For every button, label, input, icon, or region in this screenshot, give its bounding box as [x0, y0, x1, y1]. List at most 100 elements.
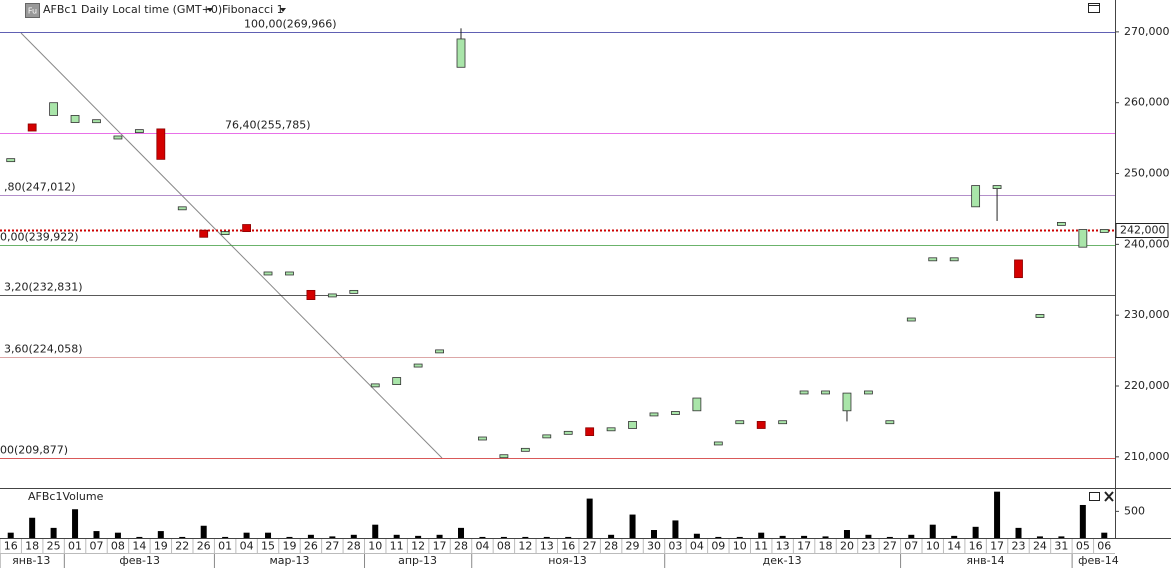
- x-tick-label: 07: [904, 540, 918, 553]
- indicator-title[interactable]: Fibonacci 1: [222, 3, 284, 16]
- fibonacci-label: 3,60(224,058): [4, 343, 83, 356]
- volume-bar: [586, 498, 593, 538]
- x-tick-label: 18: [819, 540, 833, 553]
- x-tick-label: 10: [733, 540, 747, 553]
- candle-body: [27, 123, 37, 132]
- volume-bar: [500, 536, 507, 538]
- x-tick-label: 04: [475, 540, 489, 553]
- candle-body: [864, 390, 873, 395]
- candle-body: [285, 271, 294, 276]
- x-tick-label: 12: [518, 540, 532, 553]
- x-tick-label: 11: [754, 540, 768, 553]
- candle-body: [327, 293, 337, 298]
- candle-body: [542, 434, 552, 439]
- candle-body: [49, 102, 59, 116]
- volume-bar: [822, 536, 829, 538]
- month-label: фев-13: [119, 554, 160, 567]
- fibonacci-label: 00(209,877): [0, 444, 68, 457]
- candle-body: [585, 427, 595, 436]
- candle-body: [520, 447, 530, 452]
- x-tick-label: 08: [497, 540, 511, 553]
- x-tick-label: 26: [304, 540, 318, 553]
- candle-body: [242, 224, 251, 233]
- maximize-button[interactable]: [1089, 492, 1100, 501]
- candle-body: [499, 454, 509, 459]
- x-tick-label: 18: [25, 540, 39, 553]
- month-label: ноя-13: [548, 554, 587, 567]
- x-tick-label: 27: [883, 540, 897, 553]
- month-label: янв-14: [966, 554, 1004, 567]
- x-tick-label: 20: [840, 540, 854, 553]
- volume-bar: [286, 536, 293, 538]
- fibonacci-label: 0,00(239,922): [0, 231, 79, 244]
- candle-body: [1035, 314, 1045, 318]
- x-tick-label: 16: [4, 540, 18, 553]
- volume-bar: [415, 535, 422, 538]
- maximize-button[interactable]: [1088, 3, 1100, 13]
- y-tick-label: 240,000: [1124, 237, 1170, 250]
- month-label: мар-13: [269, 554, 309, 567]
- x-tick-label: 07: [89, 540, 103, 553]
- volume-bar: [200, 525, 207, 538]
- x-tick-label: 10: [368, 540, 382, 553]
- candle-body: [692, 397, 702, 412]
- volume-bar: [1079, 504, 1086, 538]
- x-tick-label: 06: [1097, 540, 1111, 553]
- candle-body: [177, 206, 187, 211]
- volume-bar: [608, 534, 615, 538]
- candle-body: [949, 257, 959, 262]
- month-label: янв-13: [12, 554, 50, 567]
- volume-bar: [758, 532, 765, 538]
- candle-body: [220, 231, 230, 236]
- last-price-label: 242,000: [1120, 224, 1166, 237]
- x-tick-label: 28: [604, 540, 618, 553]
- month-label: апр-13: [398, 554, 437, 567]
- volume-bar: [650, 530, 657, 538]
- candle-body: [478, 436, 487, 441]
- candle-body: [113, 135, 123, 140]
- volume-bar: [629, 514, 636, 538]
- volume-bar: [157, 531, 164, 538]
- candle-body: [735, 420, 745, 425]
- candle-body: [563, 430, 573, 435]
- x-tick-label: 23: [1012, 540, 1026, 553]
- candle-body: [1056, 221, 1066, 226]
- volume-bar: [972, 526, 979, 538]
- x-tick-label: 16: [561, 540, 575, 553]
- candle-body: [6, 158, 16, 163]
- candle-body: [799, 390, 809, 395]
- volume-bar: [136, 536, 143, 538]
- candle-body: [370, 383, 380, 388]
- volume-bar: [393, 534, 400, 538]
- candle-body: [456, 38, 466, 68]
- x-tick-label: 09: [711, 540, 725, 553]
- candle-body: [756, 421, 766, 429]
- volume-bar: [779, 535, 786, 538]
- volume-bar: [908, 534, 915, 538]
- volume-bar: [994, 491, 1001, 538]
- chart-title[interactable]: AFBc1 Daily Local time (GMT+0): [43, 3, 222, 16]
- volume-bar: [114, 532, 121, 538]
- candle-body: [70, 115, 80, 123]
- volume-bar: [801, 535, 808, 538]
- dropdown-arrow[interactable]: [280, 8, 286, 12]
- candle-body: [906, 317, 916, 322]
- volume-bar: [350, 534, 357, 538]
- x-tick-label: 25: [47, 540, 61, 553]
- volume-bar: [565, 536, 572, 538]
- volume-bar: [1101, 532, 1108, 538]
- candle-body: [971, 185, 981, 208]
- candle-body: [928, 257, 938, 262]
- dropdown-arrow[interactable]: [207, 8, 213, 12]
- x-tick-label: 27: [583, 540, 597, 553]
- candle-body: [1078, 229, 1088, 248]
- last-price-box: [1115, 223, 1169, 238]
- x-tick-label: 04: [240, 540, 254, 553]
- symbol-icon[interactable]: [25, 3, 40, 18]
- candle-body: [713, 441, 723, 446]
- x-tick-label: 19: [282, 540, 296, 553]
- x-tick-label: 29: [626, 540, 640, 553]
- volume-bar: [1058, 536, 1065, 538]
- close-button[interactable]: [1104, 491, 1114, 502]
